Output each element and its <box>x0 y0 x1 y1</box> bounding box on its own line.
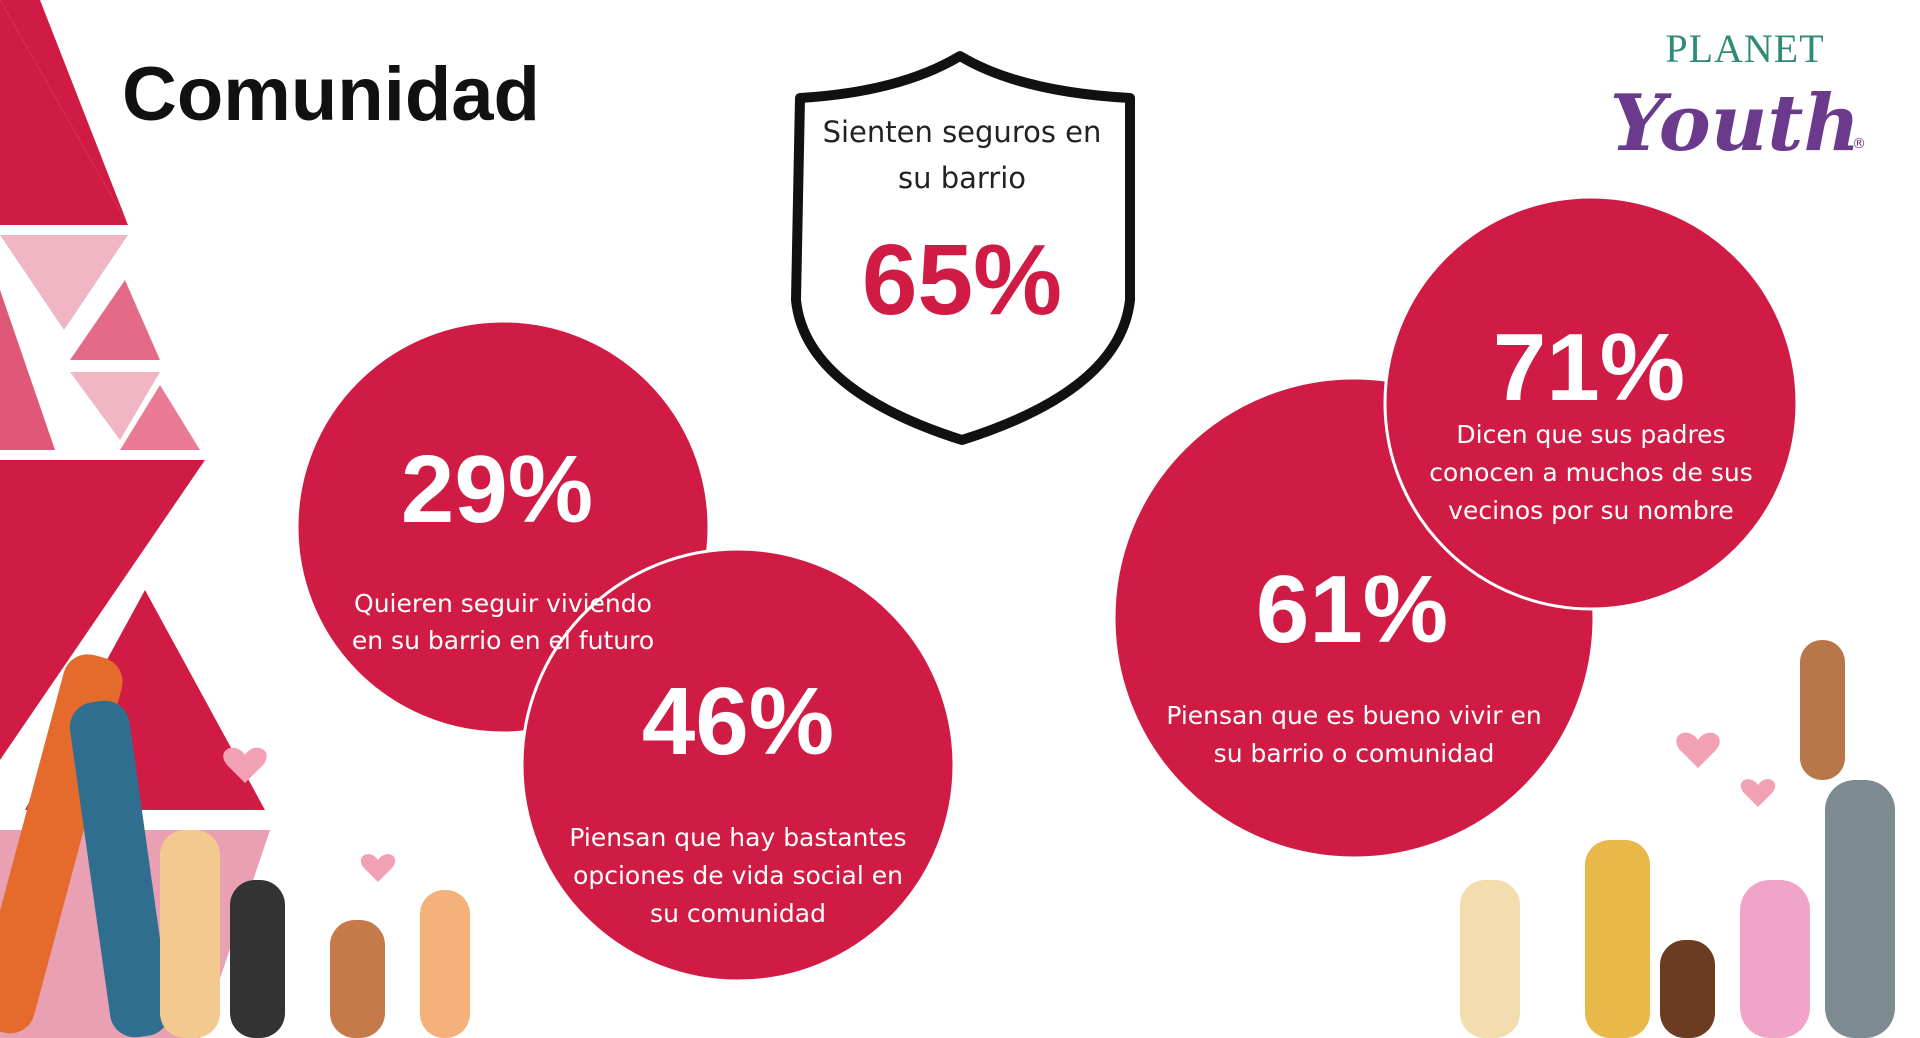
heart <box>1676 733 1719 768</box>
arm <box>230 880 285 1038</box>
title: Comunidad <box>122 52 540 137</box>
shield-text: su barrio <box>898 161 1026 195</box>
arm <box>1585 840 1650 1038</box>
stat-value: 71% <box>1493 314 1685 421</box>
stat-text: en su barrio en el futuro <box>352 626 654 655</box>
stat-text: su comunidad <box>650 899 826 928</box>
arm <box>1740 880 1810 1038</box>
arm <box>1825 780 1895 1038</box>
stat-text: Dicen que sus padres <box>1456 420 1725 449</box>
stat-text: Piensan que es bueno vivir en <box>1166 701 1541 730</box>
stat-value: 61% <box>1256 556 1448 663</box>
stat-value: 29% <box>401 436 593 543</box>
logo-youth: Youth <box>1610 78 1860 169</box>
stat-text: Quieren seguir viviendo <box>354 589 652 618</box>
heart <box>1741 779 1775 807</box>
stat-text: opciones de vida social en <box>573 861 903 890</box>
shield-value: 65% <box>862 224 1062 336</box>
hand <box>1800 640 1845 780</box>
stat-text: su barrio o comunidad <box>1214 739 1495 768</box>
heart <box>361 854 395 882</box>
triangle <box>0 290 55 450</box>
stat-text: vecinos por su nombre <box>1448 496 1734 525</box>
arm <box>160 830 220 1038</box>
logo-registered: ® <box>1852 136 1866 152</box>
page: Comunidad PLANET Youth ® Sienten seguros… <box>0 0 1920 1038</box>
stat-value: 46% <box>642 668 834 775</box>
arm <box>1460 880 1520 1038</box>
shield-text: Sienten seguros en <box>823 115 1102 149</box>
slide: Comunidad PLANET Youth ® Sienten seguros… <box>0 0 1920 1038</box>
stat-text: conocen a muchos de sus <box>1429 458 1753 487</box>
logo-planet: PLANET <box>1665 26 1824 71</box>
arm <box>420 890 470 1038</box>
arm <box>330 920 385 1038</box>
arm <box>1660 940 1715 1038</box>
stat-text: Piensan que hay bastantes <box>569 823 906 852</box>
